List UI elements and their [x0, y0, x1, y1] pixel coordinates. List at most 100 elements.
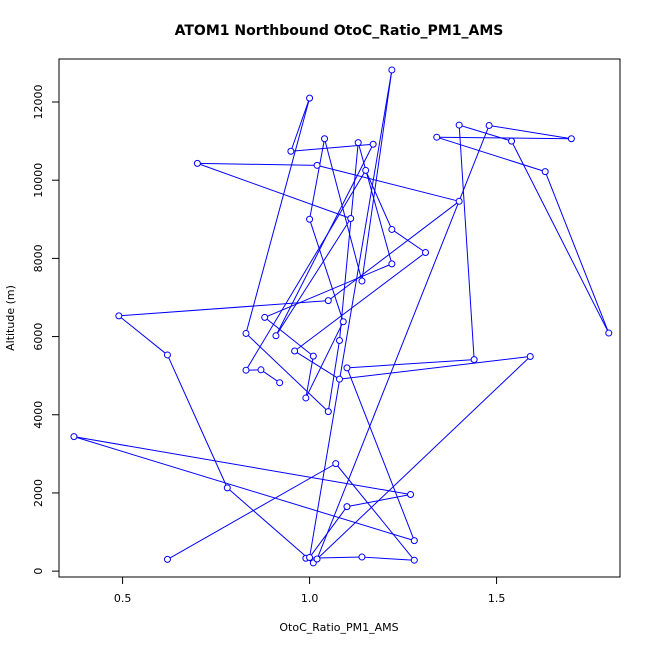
data-point [321, 135, 329, 143]
series-segment [458, 125, 475, 360]
data-point [362, 166, 370, 174]
series-segment [436, 136, 572, 140]
series-segment [391, 229, 426, 253]
series-segment [305, 321, 344, 399]
series-segment [167, 354, 228, 489]
series-segment [118, 315, 168, 356]
data-point [336, 336, 343, 344]
x-axis-label: OtoC_Ratio_PM1_AMS [279, 621, 398, 634]
data-point [272, 332, 280, 340]
data-point [410, 537, 418, 545]
series-segment [309, 138, 326, 220]
data-point [541, 168, 549, 176]
y-tick-label: 6000 [32, 323, 45, 351]
chart-title: ATOM1 Northbound OtoC_Ratio_PM1_AMS [175, 23, 504, 39]
data-point [242, 366, 250, 374]
data-point [324, 297, 332, 305]
data-point [422, 249, 430, 257]
data-point [470, 356, 478, 364]
series-segment [309, 69, 393, 558]
data-point [369, 140, 377, 148]
data-point [223, 484, 231, 492]
data-point [313, 555, 321, 563]
data-point [163, 555, 171, 563]
series-points [70, 66, 613, 567]
data-point [358, 553, 366, 561]
data-point [313, 161, 321, 169]
series-segment [316, 125, 490, 560]
series-segment [290, 143, 374, 152]
data-point [358, 277, 366, 285]
series-segment [339, 356, 531, 380]
data-point [410, 556, 418, 564]
series-segment [294, 252, 426, 352]
data-point [433, 133, 441, 141]
series-segment [361, 556, 415, 561]
y-tick-label: 8000 [32, 244, 45, 272]
data-point [526, 353, 534, 361]
data-point [242, 329, 250, 337]
series-segment [245, 97, 311, 334]
data-point [287, 147, 295, 155]
series-segment [511, 140, 610, 334]
y-tick-label: 0 [32, 568, 45, 575]
series-segment [264, 263, 393, 318]
x-tick-label: 1.5 [488, 592, 506, 605]
series-segment [327, 200, 460, 302]
data-point [306, 553, 314, 561]
series-segment [339, 142, 359, 341]
y-axis-label: Altitude (m) [4, 285, 17, 351]
data-point [336, 375, 343, 383]
data-point [257, 366, 265, 374]
series-segment [245, 333, 329, 412]
series-segment [346, 359, 475, 369]
data-point [306, 215, 314, 223]
data-point [276, 379, 284, 387]
series-segment [264, 317, 314, 357]
data-point [455, 197, 463, 205]
data-point [261, 313, 269, 321]
data-point [508, 137, 516, 145]
data-point [388, 260, 396, 268]
series-segment [316, 356, 531, 560]
series-segment [73, 436, 415, 542]
series-lines [73, 69, 610, 564]
series-segment [324, 138, 363, 282]
series-segment [226, 487, 314, 564]
series-segment [489, 124, 572, 140]
data-point [567, 135, 575, 143]
series-segment [118, 300, 329, 317]
series-segment [305, 356, 314, 399]
y-tick-label: 2000 [32, 479, 45, 507]
series-segment [357, 142, 393, 264]
series-segment [316, 164, 460, 202]
series-segment [294, 350, 340, 380]
plot-frame [58, 58, 621, 578]
series-segment [275, 218, 352, 337]
series-segment [290, 97, 311, 152]
data-point [193, 159, 201, 167]
data-point [309, 352, 317, 360]
series-segment [197, 162, 351, 219]
data-point [388, 66, 396, 74]
series-segment [361, 69, 393, 282]
data-point [485, 121, 493, 129]
series-segment [260, 369, 280, 384]
series-segment [436, 136, 546, 173]
data-point [163, 351, 171, 359]
series-segment [167, 463, 337, 560]
data-point [605, 329, 613, 337]
data-point [388, 225, 396, 233]
data-point [324, 408, 332, 416]
y-tick-label: 4000 [32, 401, 45, 429]
series-segment [309, 219, 344, 322]
series-segment [73, 436, 411, 496]
y-tick-label: 10000 [32, 163, 45, 198]
data-point [70, 433, 78, 441]
series-segment [346, 367, 415, 541]
series-segment [365, 170, 393, 230]
data-point [347, 215, 355, 223]
data-point [354, 139, 362, 147]
y-axis: 0 2000 4000 6000 8000 10000 12000 [32, 85, 59, 575]
